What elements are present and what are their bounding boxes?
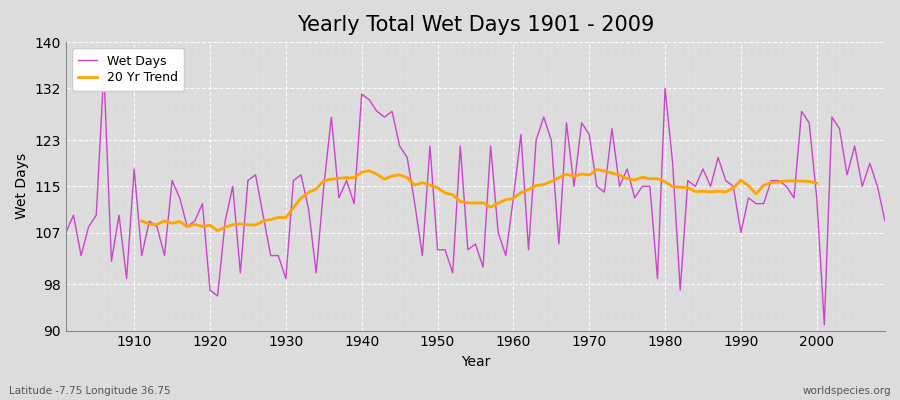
20 Yr Trend bbox=[728, 186, 739, 190]
Text: Latitude -7.75 Longitude 36.75: Latitude -7.75 Longitude 36.75 bbox=[9, 386, 171, 396]
X-axis label: Year: Year bbox=[461, 355, 491, 369]
20 Yr Trend bbox=[348, 175, 359, 180]
Legend: Wet Days, 20 Yr Trend: Wet Days, 20 Yr Trend bbox=[72, 48, 184, 91]
20 Yr Trend bbox=[713, 189, 724, 194]
Wet Days bbox=[819, 322, 830, 327]
20 Yr Trend bbox=[137, 218, 148, 223]
20 Yr Trend bbox=[796, 179, 807, 184]
Line: Wet Days: Wet Days bbox=[66, 71, 885, 325]
Wet Days bbox=[98, 68, 109, 73]
20 Yr Trend bbox=[811, 181, 822, 186]
Wet Days bbox=[60, 230, 71, 235]
20 Yr Trend bbox=[235, 222, 246, 226]
Line: 20 Yr Trend: 20 Yr Trend bbox=[142, 170, 816, 231]
Wet Days bbox=[129, 167, 140, 172]
Wet Days bbox=[508, 196, 518, 200]
Wet Days bbox=[607, 126, 617, 131]
Title: Yearly Total Wet Days 1901 - 2009: Yearly Total Wet Days 1901 - 2009 bbox=[297, 15, 654, 35]
Y-axis label: Wet Days: Wet Days bbox=[15, 153, 29, 220]
20 Yr Trend bbox=[622, 176, 633, 181]
Text: worldspecies.org: worldspecies.org bbox=[803, 386, 891, 396]
Wet Days bbox=[879, 218, 890, 223]
Wet Days bbox=[341, 178, 352, 183]
Wet Days bbox=[295, 172, 306, 177]
20 Yr Trend bbox=[212, 228, 223, 233]
20 Yr Trend bbox=[591, 167, 602, 172]
Wet Days bbox=[516, 132, 526, 137]
